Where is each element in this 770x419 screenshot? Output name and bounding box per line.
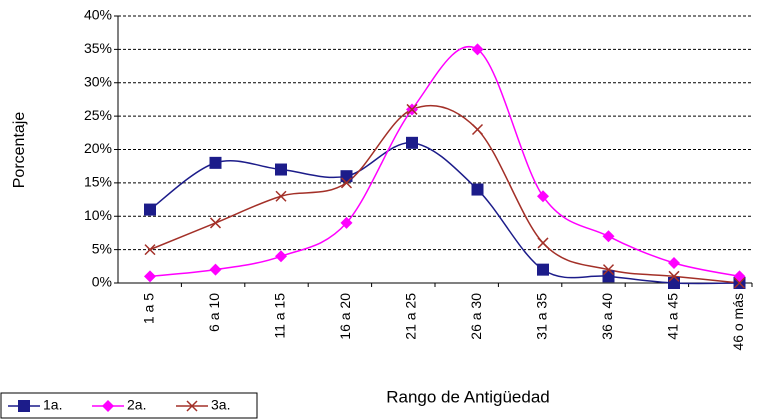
legend-label: 2a. <box>127 397 146 413</box>
y-tick-label: 5% <box>92 240 112 256</box>
series-line <box>149 142 740 285</box>
marker <box>144 270 156 283</box>
y-tick-label: 40% <box>84 7 112 23</box>
x-tick-label: 26 a 30 <box>468 293 484 340</box>
x-tick-label: 46 o más <box>730 293 746 351</box>
x-tick-label: 36 a 40 <box>599 293 615 340</box>
marker <box>602 270 615 283</box>
marker <box>668 256 680 269</box>
marker <box>537 263 549 276</box>
marker <box>406 136 418 149</box>
legend-box <box>0 392 258 419</box>
series-line <box>149 104 740 284</box>
marker <box>471 43 484 56</box>
y-tick-label: 0% <box>92 274 112 290</box>
marker <box>186 400 198 412</box>
marker <box>340 177 353 189</box>
legend-label: 3a. <box>211 397 230 413</box>
y-tick-label: 30% <box>84 73 112 89</box>
marker <box>602 264 615 276</box>
marker <box>471 123 484 136</box>
marker <box>209 263 222 276</box>
x-tick-label: 21 a 25 <box>403 293 419 340</box>
marker <box>537 190 549 203</box>
y-tick-label: 35% <box>84 40 112 56</box>
x-axis-label: Rango de Antigüedad <box>386 387 550 406</box>
marker <box>275 163 287 176</box>
marker <box>537 237 549 249</box>
y-tick-label: 25% <box>84 107 112 123</box>
marker <box>102 400 114 412</box>
y-tick-label: 15% <box>84 174 112 190</box>
x-tick-label: 1 a 5 <box>141 293 157 324</box>
marker <box>733 277 746 289</box>
x-tick-label: 41 a 45 <box>665 293 681 340</box>
y-tick-label: 10% <box>84 207 112 223</box>
marker <box>18 400 30 412</box>
y-axis-label: Porcentaje <box>11 112 28 189</box>
marker <box>340 170 353 183</box>
x-tick-label: 6 a 10 <box>206 293 222 332</box>
marker <box>275 190 287 202</box>
x-tick-label: 16 a 20 <box>337 293 353 340</box>
marker <box>406 103 418 115</box>
legend-label: 1a. <box>43 397 62 413</box>
marker <box>209 217 222 229</box>
marker <box>144 244 156 256</box>
marker <box>144 203 156 216</box>
marker <box>471 183 484 196</box>
x-tick-label: 11 a 15 <box>272 293 288 339</box>
marker <box>668 270 680 282</box>
series-line <box>149 46 740 278</box>
marker <box>668 277 680 289</box>
marker <box>209 156 222 169</box>
marker <box>340 216 353 229</box>
x-tick-label: 31 a 35 <box>534 293 550 340</box>
y-tick-label: 20% <box>84 140 112 156</box>
marker <box>275 250 287 263</box>
marker <box>602 230 615 243</box>
